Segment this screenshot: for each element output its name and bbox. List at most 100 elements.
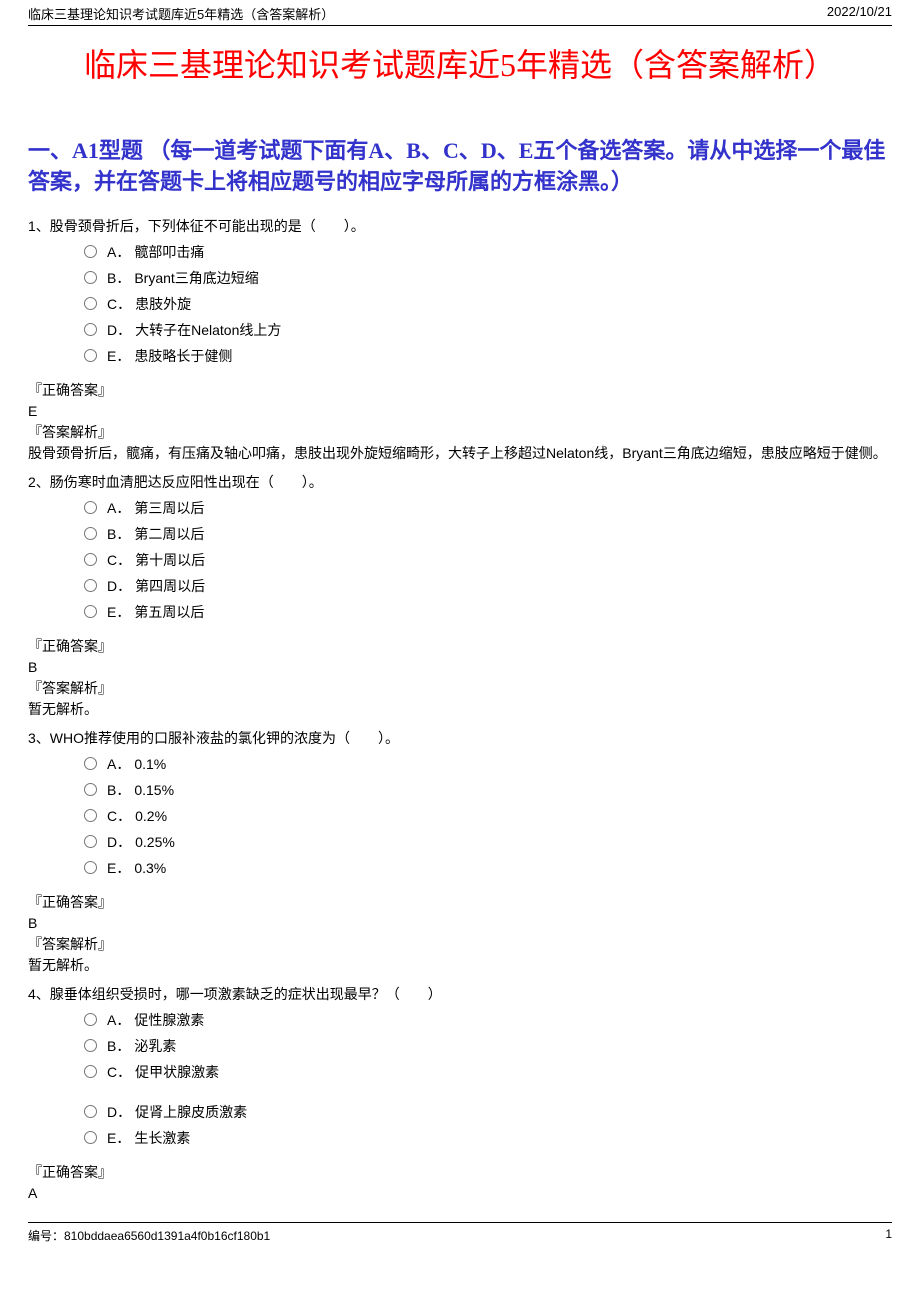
option-radio[interactable] [84,809,97,822]
section-heading: 一、A1型题 （每一道考试题下面有A、B、C、D、E五个备选答案。请从中选择一个… [28,136,892,198]
option-text: 第二周以后 [134,524,204,544]
option-radio[interactable] [84,1131,97,1144]
option-letter: E． [107,602,130,622]
option-text: 髋部叩击痛 [134,242,204,262]
footer-id: 编号：810bddaea6560d1391a4f0b16cf180b1 [28,1227,270,1244]
question-text: 肠伤寒时血清肥达反应阳性出现在（ ）。 [50,474,323,490]
option-radio[interactable] [84,349,97,362]
option-radio[interactable] [84,1039,97,1052]
option-letter: C． [107,1062,131,1082]
option-text: 第四周以后 [135,576,205,596]
option-letter: A． [107,754,130,774]
option-text: 大转子在Nelaton线上方 [135,320,281,340]
option-text: 促甲状腺激素 [135,1062,219,1082]
option-letter: A． [107,498,130,518]
answer-block: 『正确答案』 B 『答案解析』 暂无解析。 [28,636,892,720]
option-radio[interactable] [84,861,97,874]
option-radio[interactable] [84,605,97,618]
question-text: 腺垂体组织受损时，哪一项激素缺乏的症状出现最早？（ ） [50,986,442,1002]
correct-answer-value: E [28,403,37,419]
option-radio[interactable] [84,835,97,848]
option-letter: C． [107,294,131,314]
option: D． 大转子在Nelaton线上方 [84,320,892,340]
option: D． 第四周以后 [84,576,892,596]
option-radio[interactable] [84,757,97,770]
correct-answer-label: 『正确答案』 [28,380,892,401]
option: E． 0.3% [84,858,892,878]
option-radio[interactable] [84,501,97,514]
answer-block: 『正确答案』 A [28,1162,892,1204]
header-right: 2022/10/21 [827,4,892,23]
correct-answer-label: 『正确答案』 [28,892,892,913]
option: C． 0.2% [84,806,892,826]
option-letter: B． [107,780,130,800]
option-text: 第五周以后 [134,602,204,622]
option: E． 患肢略长于健侧 [84,346,892,366]
correct-answer-value: A [28,1185,37,1201]
option: C． 患肢外旋 [84,294,892,314]
option-letter: D． [107,576,131,596]
option-letter: E． [107,1128,130,1148]
option-letter: D． [107,320,131,340]
options-list: A． 髋部叩击痛 B． Bryant三角底边短缩 C． 患肢外旋 D． 大转子在… [84,242,892,366]
explanation-label: 『答案解析』 [28,422,892,443]
question-stem: 3、WHO推荐使用的口服补液盐的氯化钾的浓度为（ ）。 [28,728,892,748]
page-number: 1 [885,1227,892,1244]
option-text: 0.15% [134,782,174,798]
option: C． 促甲状腺激素 [84,1062,892,1082]
option: D． 促肾上腺皮质激素 [84,1102,892,1122]
question-stem: 4、腺垂体组织受损时，哪一项激素缺乏的症状出现最早？（ ） [28,984,892,1004]
option-text: 患肢外旋 [135,294,191,314]
option: A． 促性腺激素 [84,1010,892,1030]
explanation-label: 『答案解析』 [28,678,892,699]
option-radio[interactable] [84,297,97,310]
explanation-text: 暂无解析。 [28,957,98,973]
explanation-text: 暂无解析。 [28,701,98,717]
correct-answer-value: B [28,659,37,675]
option: A． 髋部叩击痛 [84,242,892,262]
correct-answer-label: 『正确答案』 [28,636,892,657]
option-text: 泌乳素 [134,1036,176,1056]
answer-block: 『正确答案』 E 『答案解析』 股骨颈骨折后，髋痛，有压痛及轴心叩痛，患肢出现外… [28,380,892,464]
page-title: 临床三基理论知识考试题库近5年精选（含答案解析） [28,40,892,86]
option-radio[interactable] [84,323,97,336]
explanation-label: 『答案解析』 [28,934,892,955]
question-number: 1、 [28,218,50,234]
question-text: WHO推荐使用的口服补液盐的氯化钾的浓度为（ ）。 [50,730,399,746]
option: C． 第十周以后 [84,550,892,570]
option: E． 生长激素 [84,1128,892,1148]
option-text: 第三周以后 [134,498,204,518]
option-radio[interactable] [84,245,97,258]
option-radio[interactable] [84,527,97,540]
option-radio[interactable] [84,271,97,284]
option: E． 第五周以后 [84,602,892,622]
option-letter: C． [107,806,131,826]
option-letter: D． [107,1102,131,1122]
option: B． Bryant三角底边短缩 [84,268,892,288]
question-block: 1、股骨颈骨折后，下列体征不可能出现的是（ ）。 A． 髋部叩击痛 B． Bry… [28,216,892,464]
option-text: 促性腺激素 [134,1010,204,1030]
option-radio[interactable] [84,1013,97,1026]
question-number: 2、 [28,474,50,490]
option-radio[interactable] [84,1065,97,1078]
option-letter: B． [107,524,130,544]
option-text: 促肾上腺皮质激素 [135,1102,247,1122]
option-radio[interactable] [84,783,97,796]
correct-answer-value: B [28,915,37,931]
option: B． 0.15% [84,780,892,800]
option-radio[interactable] [84,579,97,592]
option: D． 0.25% [84,832,892,852]
option-radio[interactable] [84,1105,97,1118]
option-text: Bryant三角底边短缩 [134,268,258,288]
option-text: 患肢略长于健侧 [134,346,232,366]
option-letter: B． [107,268,130,288]
option-letter: C． [107,550,131,570]
option-letter: D． [107,832,131,852]
option: A． 0.1% [84,754,892,774]
option-text: 0.1% [134,756,166,772]
option-text: 0.2% [135,808,167,824]
option-radio[interactable] [84,553,97,566]
question-number: 3、 [28,730,50,746]
question-text: 股骨颈骨折后，下列体征不可能出现的是（ ）。 [50,218,365,234]
question-number: 4、 [28,986,50,1002]
